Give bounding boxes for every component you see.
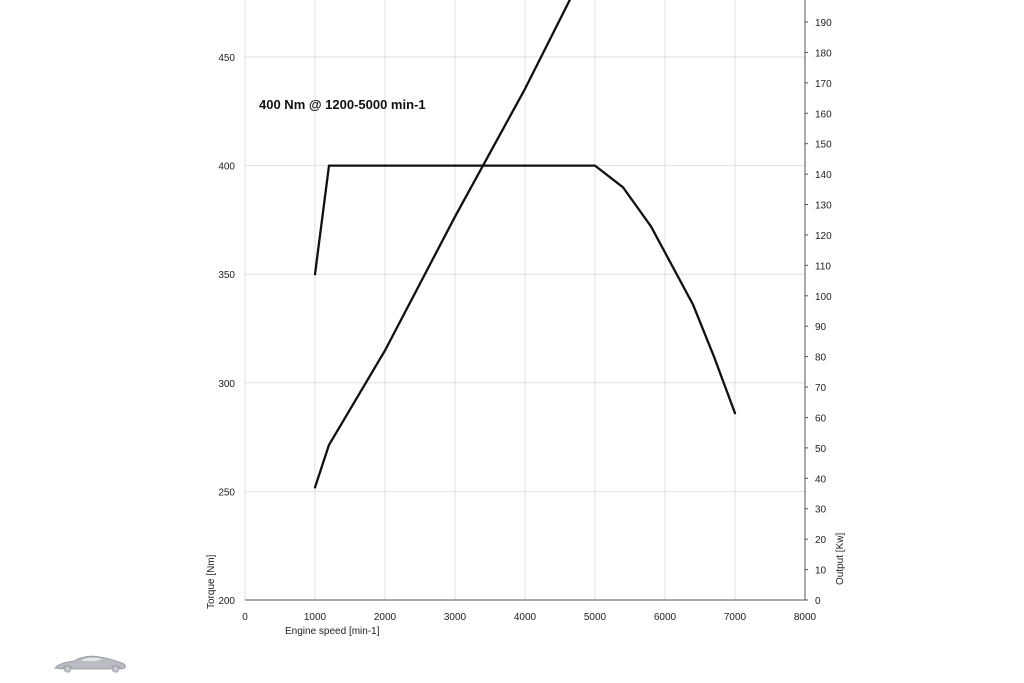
y-axis-right-title: Output [Kw] (835, 533, 846, 585)
y-axis-left-title: Torque [Nm] (206, 554, 217, 609)
x-tick-label: 0 (242, 612, 248, 623)
y-right-tick-label: 190 (815, 18, 832, 29)
y-right-tick-label: 40 (815, 474, 827, 485)
y-right-tick-label: 160 (815, 109, 832, 120)
y-left-tick-label: 400 (218, 162, 235, 173)
x-tick-label: 1000 (304, 612, 327, 623)
y-right-tick-label: 150 (815, 140, 832, 151)
y-right-tick-label: 180 (815, 48, 832, 59)
x-tick-label: 3000 (444, 612, 467, 623)
y-right-tick-label: 20 (815, 535, 827, 546)
y-right-tick-label: 120 (815, 231, 832, 242)
chart-series (313, 0, 737, 489)
y-right-tick-label: 90 (815, 322, 827, 333)
y-right-tick-label: 0 (815, 596, 821, 607)
y-right-tick-label: 110 (815, 261, 831, 272)
car-silhouette-icon (54, 655, 126, 673)
y-right-tick-label: 70 (815, 383, 827, 394)
y-right-tick-label: 50 (815, 444, 827, 455)
x-tick-label: 6000 (654, 612, 677, 623)
x-axis-title: Engine speed [min-1] (285, 626, 380, 637)
torque-annotation: 400 Nm @ 1200-5000 min-1 (259, 97, 426, 112)
y-right-tick-label: 10 (815, 566, 827, 577)
y-right-tick-label: 170 (815, 79, 832, 90)
y-left-tick-label: 300 (218, 379, 235, 390)
y-right-tick-label: 100 (815, 292, 832, 303)
y-right-tick-label: 140 (815, 170, 832, 181)
y-left-tick-label: 250 (218, 487, 235, 498)
y-right-tick-label: 80 (815, 353, 827, 364)
y-left-tick-label: 200 (218, 596, 235, 607)
torque-line (313, 164, 737, 415)
x-tick-label: 2000 (374, 612, 397, 623)
y-right-tick-label: 30 (815, 505, 827, 516)
x-tick-label: 4000 (514, 612, 537, 623)
x-tick-label: 7000 (724, 612, 747, 623)
chart-tick-labels: 0 1000 2000 3000 4000 5000 6000 7000 80002002503… (218, 18, 832, 623)
x-tick-label: 8000 (794, 612, 817, 623)
y-left-tick-label: 350 (218, 270, 235, 281)
y-right-tick-label: 130 (815, 201, 832, 212)
chart-axes (245, 0, 808, 601)
x-tick-label: 5000 (584, 612, 607, 623)
y-left-tick-label: 450 (218, 53, 235, 64)
y-right-tick-label: 60 (815, 413, 827, 424)
output-line (313, 0, 572, 489)
